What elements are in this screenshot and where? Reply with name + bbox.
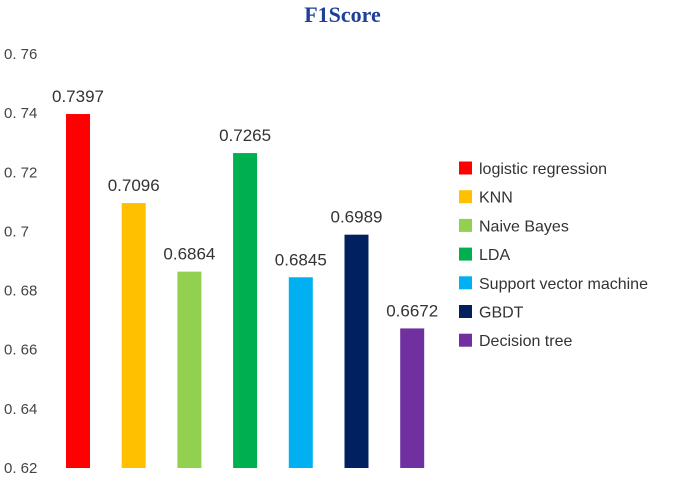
- bar-lda: [233, 153, 258, 469]
- y-tick-label: 0. 72: [4, 164, 37, 181]
- data-label: 0.7397: [52, 87, 104, 106]
- legend-label: Support vector machine: [479, 276, 648, 293]
- y-tick-label: 0. 62: [4, 460, 37, 477]
- data-label: 0.6989: [331, 208, 383, 227]
- y-tick-label: 0. 66: [4, 342, 37, 359]
- data-label: 0.7265: [219, 126, 271, 145]
- legend-label: LDA: [479, 247, 510, 264]
- legend-swatch: [459, 276, 472, 290]
- y-tick-label: 0. 74: [4, 105, 37, 122]
- bar-gbdt: [344, 234, 369, 468]
- data-label: 0.6845: [275, 250, 327, 269]
- legend-label: logistic regression: [479, 161, 607, 178]
- legend-label: Naive Bayes: [479, 218, 569, 235]
- bar-logistic-regression: [66, 114, 90, 468]
- bar-naive-bayes: [177, 271, 202, 468]
- data-label: 0.6864: [163, 245, 215, 264]
- y-tick-label: 0. 64: [4, 401, 37, 418]
- chart-title: F1Score: [304, 2, 381, 27]
- legend-swatch: [459, 247, 472, 261]
- data-label: 0.7096: [108, 176, 160, 195]
- bar-decision-tree: [400, 328, 425, 468]
- legend-swatch: [459, 218, 472, 232]
- legend-label: KNN: [479, 190, 513, 207]
- legend-swatch: [459, 305, 472, 318]
- y-tick-label: 0. 76: [4, 46, 37, 63]
- legend-swatch: [459, 161, 472, 175]
- legend-swatch: [459, 333, 472, 347]
- y-tick-label: 0. 68: [4, 283, 37, 300]
- y-tick-label: 0. 7: [4, 223, 29, 240]
- legend-swatch: [459, 190, 472, 204]
- data-label: 0.6672: [386, 301, 438, 320]
- bar-knn: [121, 203, 146, 469]
- legend-label: Decision tree: [479, 333, 572, 350]
- bar-support-vector-machine: [288, 277, 313, 468]
- legend-label: GBDT: [479, 305, 524, 322]
